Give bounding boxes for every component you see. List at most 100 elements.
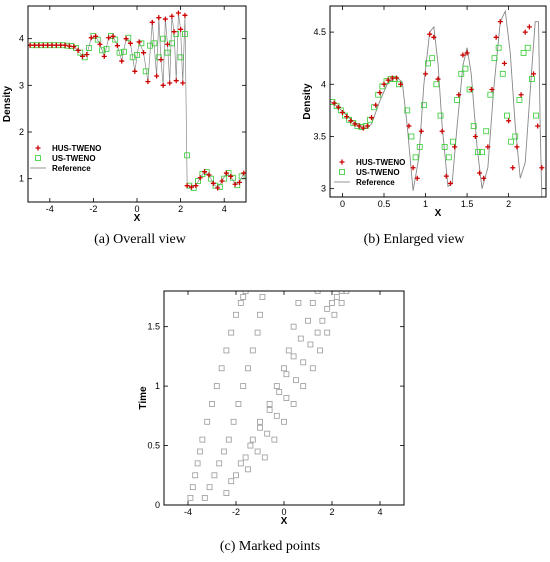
marker-plus: [427, 31, 433, 37]
marker-square: [309, 365, 316, 372]
y-tick-label: 4.5: [313, 27, 326, 37]
marker-plus: [132, 68, 138, 74]
marker-square: [343, 291, 350, 294]
marker-plus: [431, 34, 437, 40]
marker-square: [261, 454, 268, 461]
marker-plus: [228, 173, 234, 179]
marker-plus: [136, 39, 142, 45]
marker-plus: [165, 41, 171, 47]
marker-plus: [452, 144, 458, 150]
marker-square: [257, 424, 263, 431]
marker-square: [433, 81, 440, 88]
marker-plus: [510, 165, 516, 171]
marker-square: [223, 347, 230, 354]
marker-square: [238, 173, 245, 180]
marker-plus: [36, 42, 42, 48]
marker-plus: [443, 173, 449, 179]
marker-plus: [40, 42, 46, 48]
marker-square: [450, 138, 456, 145]
marker-plus: [526, 24, 532, 30]
marker-square: [211, 472, 218, 479]
marker-plus: [215, 185, 221, 191]
y-tick-label: 3: [321, 184, 326, 194]
enlarged-view-chart: 0 0.5 1 1.5 2 3 3.5 4 4.5 X Density HUS-TWENOUS-TWE…: [302, 5, 547, 219]
marker-square: [237, 299, 244, 306]
x-tick-label: -2: [232, 507, 240, 517]
marker-plus: [182, 12, 188, 18]
caption-enlarged-view: (b) Enlarged view: [363, 232, 465, 247]
marker-square: [324, 329, 331, 336]
marker-plus: [410, 165, 416, 171]
x-axis-label: X: [281, 516, 288, 527]
plot-area: [330, 9, 545, 197]
y-tick-label: 1: [155, 381, 160, 391]
marker-square: [317, 347, 323, 354]
x-tick-label: 2: [506, 199, 511, 209]
marker-plus: [364, 123, 370, 129]
marker-square: [454, 97, 461, 103]
marker-plus: [344, 114, 350, 120]
marker-square: [412, 154, 419, 161]
marker-square: [192, 472, 199, 479]
marker-square: [187, 494, 194, 501]
x-tick-label: 2: [329, 507, 334, 517]
marker-plus: [175, 10, 181, 16]
marker-plus: [539, 165, 545, 171]
marker-square: [116, 49, 123, 56]
marker-square: [479, 149, 485, 156]
marker-plus: [123, 36, 129, 42]
marker-square: [300, 359, 307, 366]
legend-label: HUS-TWENO: [52, 144, 101, 153]
marker-plus: [339, 109, 345, 115]
marker-plus: [145, 79, 151, 85]
marker-plus: [381, 81, 387, 87]
marker-square: [160, 35, 167, 42]
y-tick-label: 0.5: [147, 441, 160, 451]
marker-plus: [110, 33, 116, 39]
marker-square: [201, 494, 208, 501]
marker-square: [254, 329, 261, 336]
marked-points-chart: -4 -2 0 2 4 0 0.5 1 1.5 X Time: [138, 290, 405, 527]
legend-label: Reference: [356, 178, 395, 187]
x-tick-label: 0: [134, 204, 139, 214]
marker-plus: [158, 57, 164, 63]
marker-square: [458, 70, 465, 77]
marker-square: [264, 430, 271, 437]
marker-plus: [197, 175, 203, 181]
marker-plus: [62, 42, 68, 48]
marker-plus: [171, 29, 177, 35]
marker-plus: [489, 86, 495, 92]
y-tick-label: 3: [19, 80, 24, 90]
marker-plus: [114, 43, 120, 49]
marker-square: [134, 52, 140, 58]
marker-square: [425, 60, 431, 67]
x-tick-label: 0: [281, 507, 286, 517]
marker-square: [271, 436, 278, 443]
y-tick-label: 4: [321, 79, 326, 89]
marker-square: [495, 44, 502, 51]
marker-plus: [377, 90, 383, 96]
marker-plus: [75, 47, 81, 53]
marker-plus: [393, 75, 399, 81]
marker-square: [283, 371, 290, 378]
marker-plus: [331, 100, 337, 106]
y-tick-label: 1: [19, 174, 24, 184]
marker-square: [487, 91, 494, 98]
marker-square: [483, 128, 490, 135]
plot-frame: [329, 5, 547, 198]
marker-square: [254, 448, 261, 455]
marker-square: [242, 291, 249, 294]
marker-square: [441, 144, 448, 150]
marker-square: [228, 478, 235, 485]
marker-square: [338, 291, 345, 294]
marker-square: [121, 48, 127, 55]
marker-square: [491, 55, 498, 62]
marker-square: [309, 299, 316, 306]
marker-square: [142, 68, 149, 75]
marker-square: [208, 175, 215, 182]
marker-plus: [178, 26, 184, 32]
marker-square: [524, 44, 531, 51]
marker-square: [474, 149, 481, 156]
marker-square: [276, 389, 283, 395]
marker-plus: [119, 58, 125, 64]
